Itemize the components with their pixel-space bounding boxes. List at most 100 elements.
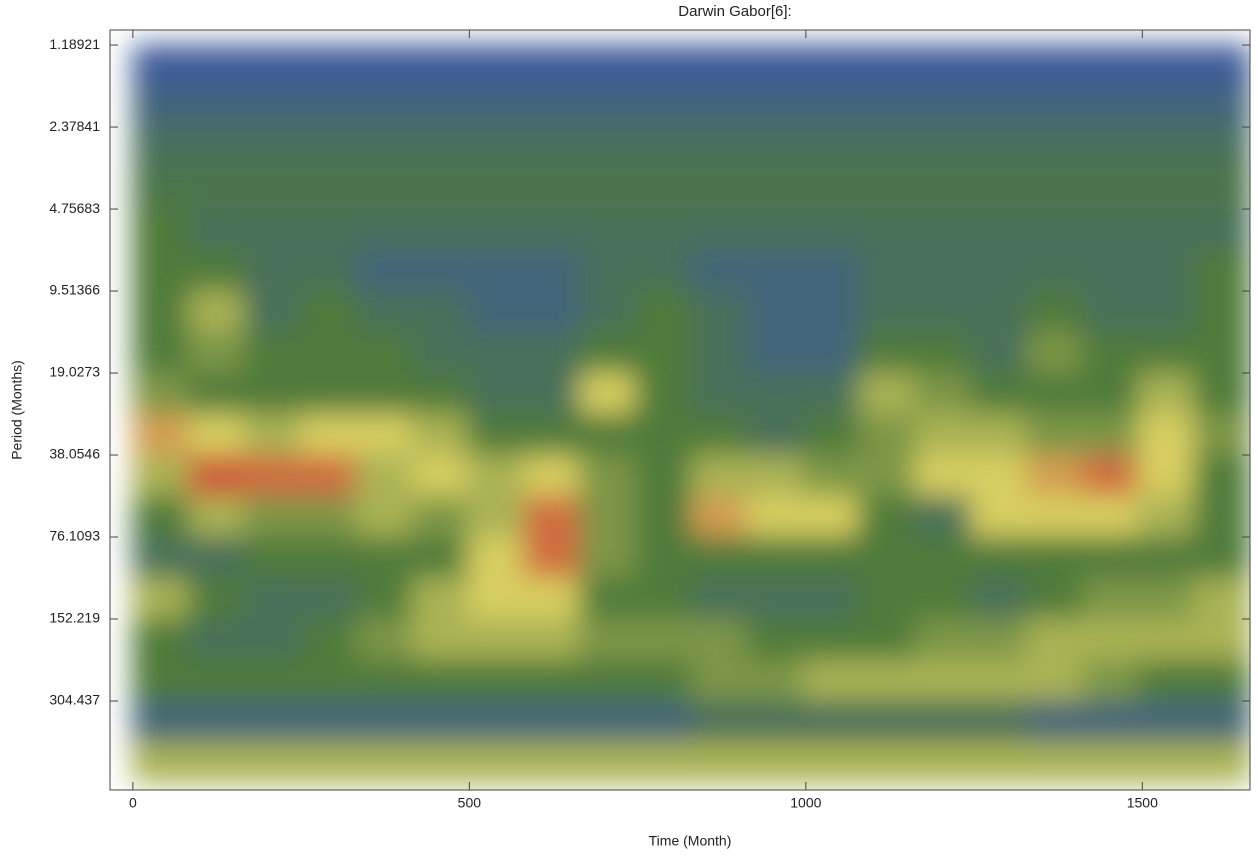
heat-cell [858,495,916,538]
heat-cell [523,126,581,169]
heat-cell [802,44,860,87]
heat-cell [523,85,581,128]
heat-cell [132,85,190,128]
heat-cell [355,290,413,333]
heat-cell [299,700,357,743]
heat-cell [802,372,860,415]
heat-cell [355,331,413,374]
heat-cell [635,618,692,661]
heat-cell [467,167,525,210]
heat-cell [690,536,748,579]
heat-cell [299,249,357,292]
heat-cell [858,208,916,251]
heat-cell [914,413,972,456]
heat-cell [1193,249,1250,292]
heatmap [132,44,1250,784]
heat-cell [1081,577,1139,620]
heat-cell [1137,331,1195,374]
heat-cell [188,85,246,128]
y-tick-label: 304.437 [49,692,100,708]
heat-cell [1137,44,1195,87]
heat-cell [244,85,301,128]
x-tick-label: 0 [129,795,137,811]
heat-cell [1026,495,1083,538]
heat-cell [1193,700,1250,743]
heat-cell [635,372,692,415]
heat-cell [1081,495,1139,538]
heat-cell [467,618,525,661]
heat-cell [299,659,357,702]
heat-cell [914,372,972,415]
heat-cell [802,413,860,456]
heat-cell [858,618,916,661]
heat-cell [188,659,246,702]
heat-cell [188,44,246,87]
heat-cell [188,495,246,538]
heat-cell [858,536,916,579]
heat-cell [1026,167,1083,210]
heat-cell [1193,208,1250,251]
heat-cell [299,495,357,538]
heat-cell [1026,44,1083,87]
heat-cell [1137,454,1195,497]
heat-cell [1193,618,1250,661]
heat-cell [1193,167,1250,210]
heat-cell [802,700,860,743]
heat-cell [1193,44,1250,87]
heat-cell [579,413,637,456]
heat-cell [690,659,748,702]
heat-cell [1137,413,1195,456]
heat-cell [355,536,413,579]
heat-cell [802,659,860,702]
heat-cell [467,249,525,292]
heat-cell [355,372,413,415]
heat-cell [858,372,916,415]
heat-cell [411,413,469,456]
heat-cell [411,741,469,784]
heat-cell [970,85,1028,128]
heat-cell [411,372,469,415]
heat-cell [1081,85,1139,128]
heat-cell [411,85,469,128]
heat-cell [914,208,972,251]
heat-cell [1081,454,1139,497]
heat-cell [244,290,301,333]
heat-cell [132,167,190,210]
heat-cell [746,249,804,292]
heat-cell [299,372,357,415]
heat-cell [523,372,581,415]
heat-cell [1026,536,1083,579]
heat-cell [355,741,413,784]
heat-cell [1026,454,1083,497]
heat-cell [355,44,413,87]
heat-cell [1137,700,1195,743]
heat-cell [355,249,413,292]
heat-cell [1193,290,1250,333]
heat-cell [523,413,581,456]
heat-cell [1193,85,1250,128]
heat-cell [132,249,190,292]
heat-cell [858,741,916,784]
heat-cell [579,536,637,579]
heat-cell [1193,413,1250,456]
heat-cell [579,577,637,620]
heat-cell [523,536,581,579]
y-axis-label: Period (Months) [9,360,25,460]
heat-cell [635,536,692,579]
heat-cell [690,85,748,128]
heat-cell [1081,413,1139,456]
heat-cell [132,577,190,620]
heat-cell [523,249,581,292]
y-tick-label: 38.0546 [49,446,100,462]
heat-cell [914,536,972,579]
heat-cell [1193,659,1250,702]
heat-cell [970,290,1028,333]
heat-cell [411,331,469,374]
heat-cell [467,741,525,784]
heat-cell [1026,208,1083,251]
heat-cell [746,126,804,169]
heat-cell [1081,44,1139,87]
heat-cell [523,44,581,87]
heat-cell [746,208,804,251]
